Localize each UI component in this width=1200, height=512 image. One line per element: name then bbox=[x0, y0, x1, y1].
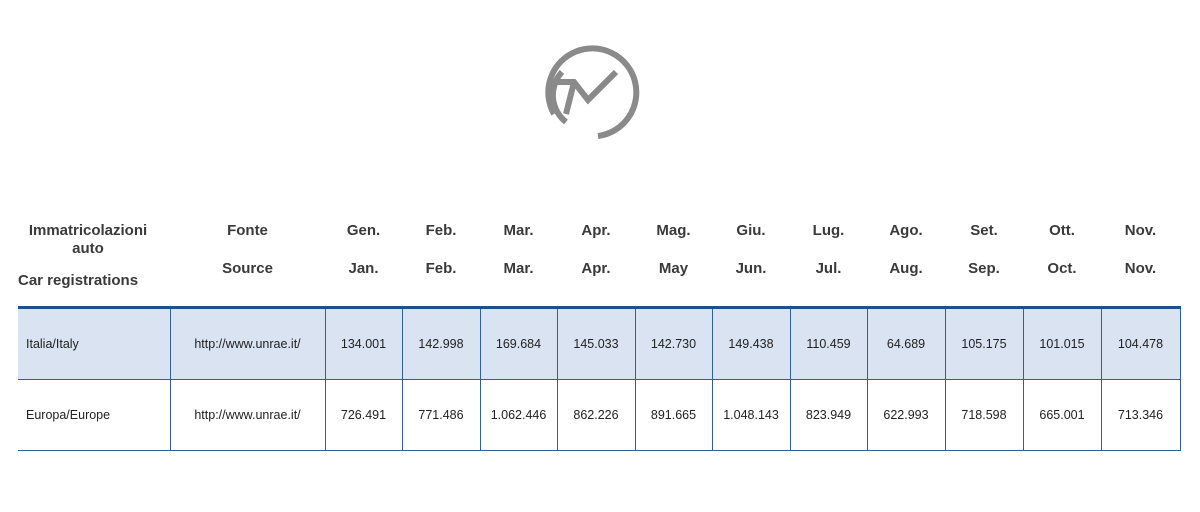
month-it: Nov. bbox=[1124, 222, 1157, 239]
month-it: Lug. bbox=[812, 222, 845, 239]
header-row: Immatricolazioni auto Car registrations … bbox=[18, 212, 1180, 309]
month-en: Feb. bbox=[425, 260, 457, 277]
month-en: Jan. bbox=[348, 260, 379, 277]
logo-icon bbox=[545, 45, 640, 139]
header-month-jun: Giu. Jun. bbox=[712, 212, 790, 309]
header-month-apr: Apr. Apr. bbox=[557, 212, 635, 309]
value-cell: 1.062.446 bbox=[480, 379, 558, 451]
value-cell: 862.226 bbox=[557, 379, 636, 451]
month-en: Apr. bbox=[581, 260, 611, 277]
value-cell: 134.001 bbox=[325, 307, 403, 380]
month-en: Oct. bbox=[1047, 260, 1077, 277]
month-it: Ago. bbox=[889, 222, 923, 239]
header-source: Fonte Source bbox=[170, 212, 325, 309]
month-en: Nov. bbox=[1124, 260, 1157, 277]
month-it: Mar. bbox=[503, 222, 534, 239]
header-source-it: Fonte bbox=[227, 222, 268, 239]
month-en: Aug. bbox=[889, 260, 923, 277]
header-month-sep: Set. Sep. bbox=[945, 212, 1023, 309]
value-cell: 64.689 bbox=[867, 307, 946, 380]
value-cell: 145.033 bbox=[557, 307, 636, 380]
header-month-nov: Nov. Nov. bbox=[1101, 212, 1180, 309]
value-cell: 142.730 bbox=[635, 307, 713, 380]
value-cell: 169.684 bbox=[480, 307, 558, 380]
value-cell: 622.993 bbox=[867, 379, 946, 451]
value-cell: 718.598 bbox=[945, 379, 1024, 451]
source-link[interactable]: http://www.unrae.it/ bbox=[170, 379, 326, 451]
value-cell: 104.478 bbox=[1101, 307, 1181, 380]
header-category-it: Immatricolazioni auto bbox=[28, 222, 148, 257]
value-cell: 105.175 bbox=[945, 307, 1024, 380]
header-month-mar: Mar. Mar. bbox=[480, 212, 557, 309]
month-it: Giu. bbox=[736, 222, 766, 239]
header-category-en: Car registrations bbox=[18, 272, 139, 289]
value-cell: 891.665 bbox=[635, 379, 713, 451]
row-label: Italia/Italy bbox=[18, 307, 171, 380]
month-it: Apr. bbox=[581, 222, 611, 239]
header-month-feb: Feb. Feb. bbox=[402, 212, 480, 309]
registrations-table: Immatricolazioni auto Car registrations … bbox=[18, 212, 1181, 451]
table-row-europe: Europa/Europe http://www.unrae.it/ 726.4… bbox=[18, 379, 1181, 451]
month-it: Mag. bbox=[656, 222, 691, 239]
table-row-italy: Italia/Italy http://www.unrae.it/ 134.00… bbox=[18, 307, 1181, 380]
month-it: Ott. bbox=[1049, 222, 1075, 239]
header-month-may: Mag. May bbox=[635, 212, 712, 309]
value-cell: 110.459 bbox=[790, 307, 868, 380]
value-cell: 142.998 bbox=[402, 307, 481, 380]
value-cell: 771.486 bbox=[402, 379, 481, 451]
header-month-jan: Gen. Jan. bbox=[325, 212, 402, 309]
value-cell: 713.346 bbox=[1101, 379, 1181, 451]
month-en: Jun. bbox=[735, 260, 767, 277]
row-label: Europa/Europe bbox=[18, 379, 171, 451]
month-it: Feb. bbox=[425, 222, 457, 239]
header-month-jul: Lug. Jul. bbox=[790, 212, 867, 309]
header-source-en: Source bbox=[222, 260, 273, 277]
value-cell: 726.491 bbox=[325, 379, 403, 451]
month-it: Set. bbox=[970, 222, 998, 239]
header-month-aug: Ago. Aug. bbox=[867, 212, 945, 309]
value-cell: 101.015 bbox=[1023, 307, 1102, 380]
value-cell: 149.438 bbox=[712, 307, 791, 380]
value-cell: 1.048.143 bbox=[712, 379, 791, 451]
header-month-oct: Ott. Oct. bbox=[1023, 212, 1101, 309]
month-it: Gen. bbox=[346, 222, 381, 239]
month-en: May bbox=[658, 260, 689, 277]
month-en: Mar. bbox=[503, 260, 534, 277]
month-en: Sep. bbox=[968, 260, 1000, 277]
month-en: Jul. bbox=[815, 260, 842, 277]
source-link[interactable]: http://www.unrae.it/ bbox=[170, 307, 326, 380]
value-cell: 665.001 bbox=[1023, 379, 1102, 451]
value-cell: 823.949 bbox=[790, 379, 868, 451]
header-category: Immatricolazioni auto Car registrations bbox=[18, 212, 170, 309]
